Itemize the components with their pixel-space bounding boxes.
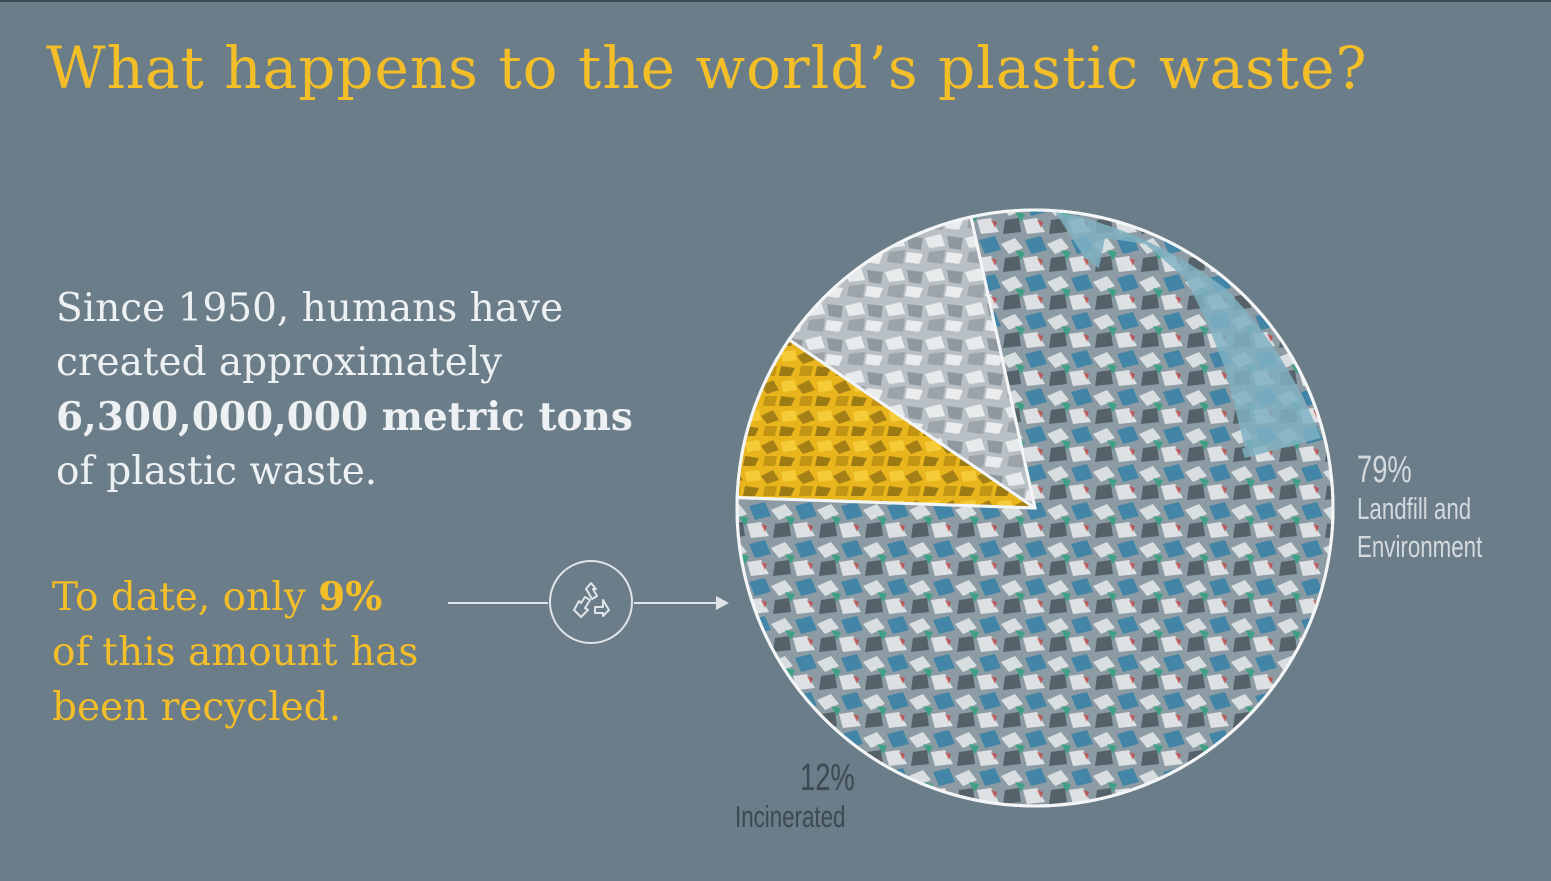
label-landfill-line-1: Landfill and [1357, 491, 1472, 526]
label-incinerated-line-1: Incinerated [735, 799, 846, 834]
waste-pile [1095, 238, 1245, 458]
connector-line-left [448, 602, 548, 604]
label-incinerated: 12% Incinerated [735, 758, 888, 836]
recycled-line-1: To date, only 9% [52, 574, 383, 620]
top-border [0, 0, 1551, 2]
recycle-badge [549, 560, 633, 644]
label-landfill-percent: 79% [1357, 449, 1412, 491]
pie-chart [735, 208, 1335, 808]
page-title: What happens to the world’s plastic wast… [46, 34, 1368, 102]
intro-total-tons: 6,300,000,000 metric tons [56, 394, 633, 440]
recycle-icon [573, 582, 610, 618]
intro-line-1: Since 1950, humans have [56, 286, 564, 331]
label-landfill: 79% Landfill and Environment [1357, 450, 1531, 566]
label-landfill-line-2: Environment [1357, 529, 1483, 564]
intro-line-4: of plastic waste. [56, 449, 378, 494]
recycled-percent: 9% [318, 574, 383, 620]
intro-line-2: created approximately [56, 340, 503, 385]
intro-text: Since 1950, humans have created approxim… [56, 282, 676, 499]
arrow-right-icon [716, 596, 729, 610]
recycled-line-3: been recycled. [52, 685, 341, 730]
recycled-line-2: of this amount has [52, 630, 419, 675]
recycled-text: To date, only 9% of this amount has been… [52, 570, 482, 735]
connector-line-right [634, 602, 718, 604]
label-incinerated-percent: 12% [800, 757, 855, 799]
pie-outline [735, 208, 1335, 808]
